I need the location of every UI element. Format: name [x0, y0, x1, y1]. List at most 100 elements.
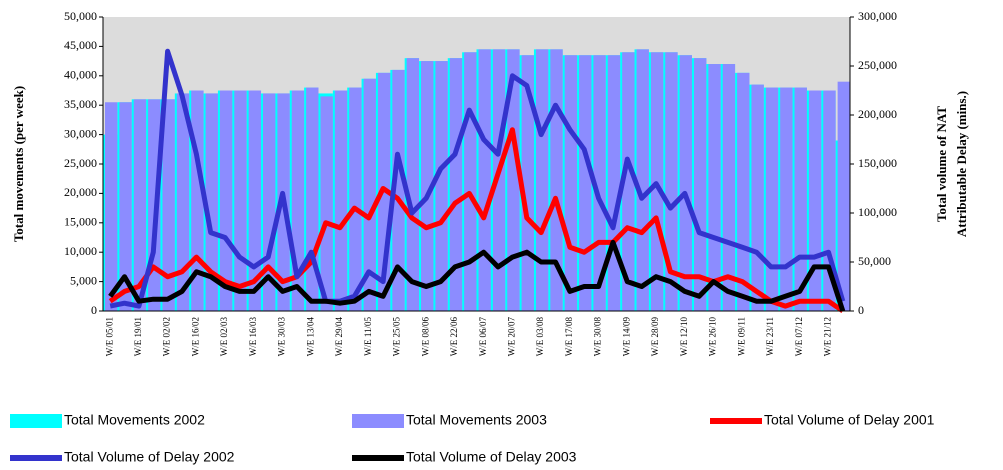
y-tick-label: 5,000	[70, 273, 97, 287]
bar	[435, 61, 448, 311]
y-tick-label: 40,000	[64, 68, 97, 82]
bar	[765, 87, 779, 311]
bar	[133, 99, 147, 311]
y-tick-label: 25,000	[64, 156, 97, 170]
y2-tick-label: 0	[858, 303, 864, 317]
x-tick-label: W/E 21/12	[823, 317, 833, 356]
x-tick-label: W/E 09/11	[736, 317, 746, 356]
y-tick-label: 10,000	[64, 244, 97, 258]
bar	[421, 61, 434, 311]
y2-tick-label: 150,000	[858, 156, 897, 170]
bar	[737, 72, 750, 311]
y2-axis-label: Total volume of NAT	[934, 106, 949, 222]
bar	[363, 78, 376, 312]
line	[109, 48, 846, 309]
bar	[406, 58, 420, 311]
bar	[665, 52, 678, 311]
x-tick-label: W/E 29/04	[334, 317, 344, 357]
bar	[176, 93, 190, 311]
x-tick-label: W/E 03/08	[535, 317, 545, 357]
bar	[780, 87, 793, 311]
bar	[679, 55, 692, 311]
legend-swatch	[10, 414, 62, 428]
bar	[607, 55, 621, 311]
bar	[507, 49, 520, 312]
bar	[837, 81, 850, 312]
y2-tick-label: 100,000	[858, 205, 897, 219]
legend-label: Total Volume of Delay 2002	[64, 449, 235, 465]
x-tick-label: W/E 16/03	[248, 317, 258, 357]
x-tick-label: W/E 06/07	[478, 317, 488, 357]
x-tick-label: W/E 23/11	[765, 317, 775, 356]
x-tick-label: W/E 02/02	[162, 317, 172, 356]
x-tick-label: W/E 12/10	[679, 317, 689, 357]
legend-swatch	[352, 414, 404, 428]
y2-tick-label: 300,000	[858, 9, 897, 23]
y2-tick-label: 200,000	[858, 107, 897, 121]
y-tick-label: 50,000	[64, 9, 97, 23]
x-tick-label: W/E 19/01	[133, 317, 143, 356]
bar	[320, 96, 333, 311]
bar	[751, 84, 764, 312]
x-tick-label: W/E 22/06	[449, 317, 459, 357]
x-tick-label: W/E 07/12	[794, 317, 804, 356]
line	[108, 127, 845, 314]
bar	[823, 90, 836, 311]
bar	[478, 49, 491, 312]
line	[108, 239, 846, 312]
y-axis-label: Total movements (per week)	[11, 86, 26, 242]
bar	[105, 102, 118, 311]
y-tick-label: 45,000	[64, 38, 97, 52]
x-tick-label: W/E 11/05	[363, 317, 373, 356]
x-tick-label: W/E 14/09	[621, 317, 631, 357]
x-tick-label: W/E 13/04	[305, 317, 315, 357]
legend-label: Total Movements 2003	[406, 412, 547, 428]
bar	[622, 52, 635, 311]
legend-label: Total Movements 2002	[64, 412, 205, 428]
bar	[162, 99, 175, 311]
bar	[119, 102, 132, 311]
y-tick-label: 35,000	[64, 97, 97, 111]
x-tick-label: W/E 28/09	[650, 317, 660, 357]
legend-label: Total Volume of Delay 2003	[406, 449, 577, 465]
bar	[708, 64, 721, 311]
bar	[205, 93, 218, 311]
legend-label: Total Volume of Delay 2001	[764, 412, 935, 428]
bar	[636, 49, 649, 312]
bar	[722, 64, 736, 311]
bar	[593, 55, 606, 311]
bar	[234, 90, 247, 311]
x-tick-label: W/E 16/02	[190, 317, 200, 356]
bar	[219, 90, 233, 311]
x-tick-label: W/E 30/03	[277, 317, 287, 357]
x-tick-label: W/E 08/06	[420, 317, 430, 357]
bar	[693, 58, 707, 311]
bar	[392, 69, 405, 311]
y2-tick-label: 250,000	[858, 58, 897, 72]
x-tick-label: W/E 30/08	[593, 317, 603, 357]
bar	[449, 58, 463, 311]
x-tick-label: W/E 05/01	[104, 317, 114, 356]
bar	[464, 52, 477, 311]
bar	[579, 55, 592, 311]
bar	[492, 49, 506, 312]
bar	[248, 90, 262, 311]
y-tick-label: 0	[91, 303, 97, 317]
y-tick-label: 15,000	[64, 215, 97, 229]
x-tick-label: W/E 25/05	[392, 317, 402, 357]
x-tick-label: W/E 26/10	[708, 317, 718, 357]
y2-tick-label: 50,000	[858, 254, 891, 268]
x-tick-label: W/E 20/07	[506, 317, 516, 357]
y-tick-label: 30,000	[64, 126, 97, 140]
bar	[808, 90, 822, 311]
bar	[349, 87, 362, 311]
y-tick-label: 20,000	[64, 185, 97, 199]
x-tick-label: W/E 02/03	[219, 317, 229, 357]
bar	[564, 55, 578, 311]
bar	[521, 55, 534, 311]
x-tick-label: W/E 17/08	[564, 317, 574, 357]
bar	[334, 90, 348, 311]
y2-axis-label: Attributable Delay (mins.)	[954, 91, 969, 237]
bar	[535, 49, 549, 312]
